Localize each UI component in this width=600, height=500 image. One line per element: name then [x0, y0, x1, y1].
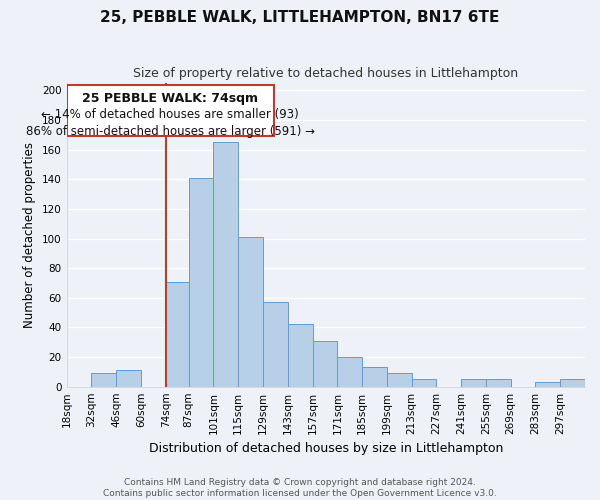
Bar	[461, 380, 486, 386]
FancyBboxPatch shape	[67, 84, 274, 136]
Text: 25, PEBBLE WALK, LITTLEHAMPTON, BN17 6TE: 25, PEBBLE WALK, LITTLEHAMPTON, BN17 6TE	[100, 10, 500, 25]
Text: 25 PEBBLE WALK: 74sqm: 25 PEBBLE WALK: 74sqm	[82, 92, 258, 105]
Bar	[362, 368, 387, 386]
Bar	[288, 324, 313, 386]
Bar	[91, 374, 116, 386]
Bar	[535, 382, 560, 386]
Y-axis label: Number of detached properties: Number of detached properties	[23, 142, 37, 328]
X-axis label: Distribution of detached houses by size in Littlehampton: Distribution of detached houses by size …	[149, 442, 503, 455]
Bar	[166, 282, 190, 387]
Bar	[116, 370, 141, 386]
Bar	[387, 374, 412, 386]
Text: 86% of semi-detached houses are larger (591) →: 86% of semi-detached houses are larger (…	[26, 124, 314, 138]
Bar	[189, 178, 214, 386]
Bar	[486, 380, 511, 386]
Title: Size of property relative to detached houses in Littlehampton: Size of property relative to detached ho…	[133, 68, 518, 80]
Bar	[263, 302, 288, 386]
Bar	[560, 380, 585, 386]
Bar	[412, 380, 436, 386]
Bar	[238, 237, 263, 386]
Bar	[214, 142, 238, 386]
Bar	[337, 357, 362, 386]
Bar	[313, 341, 337, 386]
Text: ← 14% of detached houses are smaller (93): ← 14% of detached houses are smaller (93…	[41, 108, 299, 121]
Text: Contains HM Land Registry data © Crown copyright and database right 2024.
Contai: Contains HM Land Registry data © Crown c…	[103, 478, 497, 498]
